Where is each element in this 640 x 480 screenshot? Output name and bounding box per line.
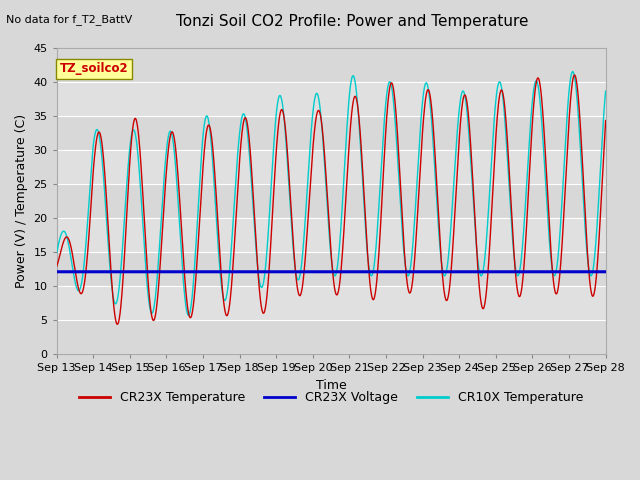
Bar: [57, 252, 605, 286]
Bar: [57, 218, 605, 252]
Bar: [57, 320, 605, 354]
Bar: [57, 116, 605, 150]
Text: Tonzi Soil CO2 Profile: Power and Temperature: Tonzi Soil CO2 Profile: Power and Temper…: [176, 14, 528, 29]
Bar: [57, 184, 605, 218]
Text: TZ_soilco2: TZ_soilco2: [60, 62, 128, 75]
Text: No data for f_T2_BattV: No data for f_T2_BattV: [6, 14, 132, 25]
Y-axis label: Power (V) / Temperature (C): Power (V) / Temperature (C): [15, 114, 28, 288]
Bar: [57, 48, 605, 82]
Bar: [57, 286, 605, 320]
Bar: [57, 82, 605, 116]
Legend: CR23X Temperature, CR23X Voltage, CR10X Temperature: CR23X Temperature, CR23X Voltage, CR10X …: [74, 386, 589, 409]
Bar: [57, 150, 605, 184]
X-axis label: Time: Time: [316, 379, 346, 392]
